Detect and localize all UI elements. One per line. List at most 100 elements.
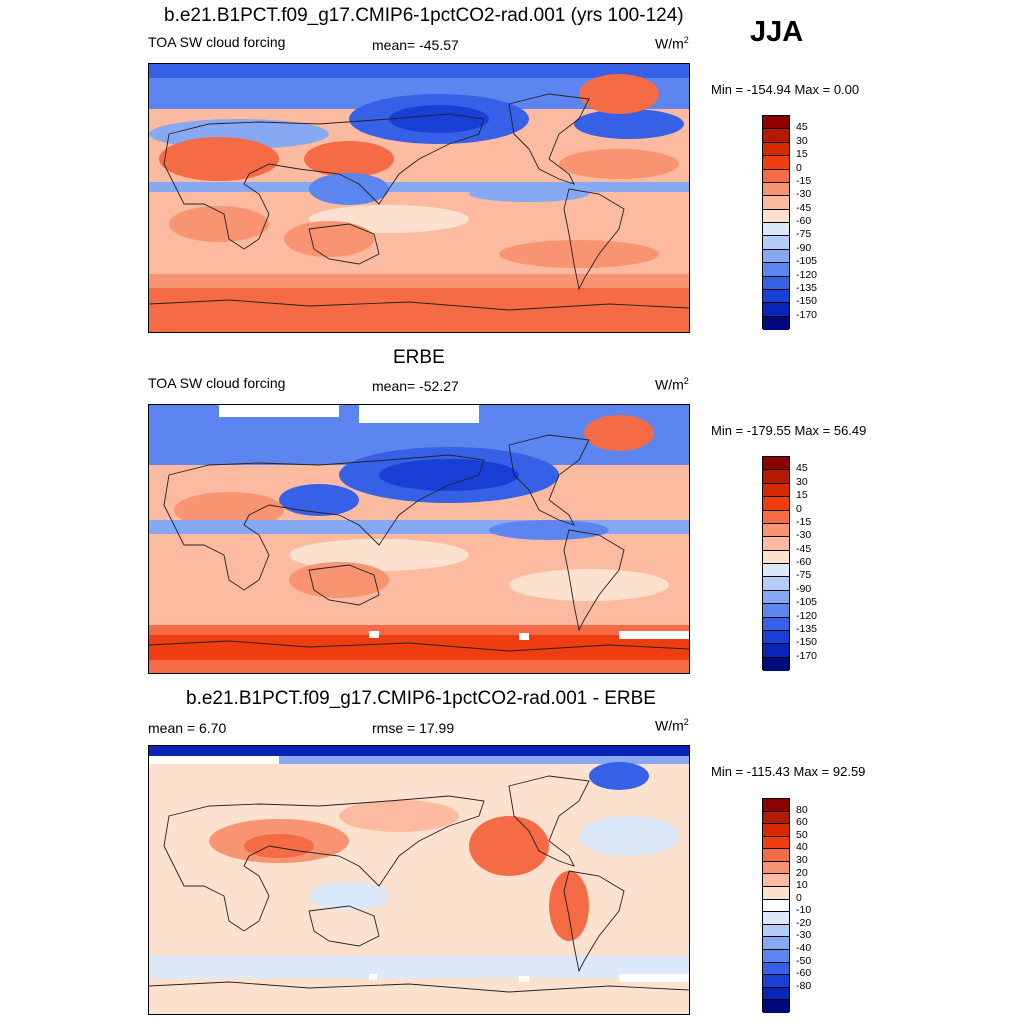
- colorbar-label: 15: [796, 148, 808, 161]
- colorbar-label: -75: [796, 228, 812, 241]
- colorbar-label: -135: [796, 622, 818, 635]
- panel3-mean-label: mean = 6.70: [148, 720, 227, 736]
- colorbar-label: -90: [796, 241, 812, 254]
- panel2-map-field: [149, 405, 689, 673]
- colorbar-swatch: [763, 303, 789, 317]
- colorbar-swatch: [763, 604, 789, 618]
- colorbar-label: -40: [796, 942, 812, 955]
- colorbar-swatch: [763, 975, 789, 988]
- colorbar-swatch: [763, 849, 789, 862]
- colorbar-label: 10: [796, 879, 808, 892]
- colorbar-label: -15: [796, 515, 812, 528]
- colorbar-label: 0: [796, 161, 802, 174]
- colorbar-swatch: [763, 630, 789, 645]
- colorbar-swatch: [763, 937, 789, 950]
- colorbar-swatch: [763, 924, 789, 938]
- colorbar-label: 30: [796, 475, 808, 488]
- colorbar-label: -30: [796, 188, 812, 201]
- colorbar-label: -170: [796, 649, 818, 662]
- colorbar-label: -10: [796, 904, 812, 917]
- colorbar-swatch: [763, 249, 789, 264]
- colorbar-label: 0: [796, 891, 802, 904]
- colorbar-label: -75: [796, 569, 812, 582]
- colorbar-swatch: [763, 142, 789, 157]
- panel2-variable-label: TOA SW cloud forcing: [148, 375, 286, 391]
- panel1-map-field: [149, 64, 689, 332]
- colorbar-swatch: [763, 836, 789, 850]
- panel3-units-label: W/m2: [655, 717, 689, 734]
- colorbar-label: 40: [796, 841, 808, 854]
- colorbar-label: -120: [796, 609, 818, 622]
- colorbar-swatch: [763, 523, 789, 538]
- panel1-units-label: W/m2: [655, 35, 689, 52]
- colorbar-label: 80: [796, 803, 808, 816]
- colorbar-swatch: [763, 799, 789, 812]
- colorbar-label: -30: [796, 929, 812, 942]
- colorbar-swatch: [763, 987, 789, 1001]
- colorbar-swatch: [763, 276, 789, 290]
- colorbar-swatch: [763, 874, 789, 888]
- panel2-map: [148, 404, 690, 674]
- panel1-variable-label: TOA SW cloud forcing: [148, 34, 286, 50]
- colorbar-swatch: [763, 811, 789, 825]
- colorbar-swatch: [763, 483, 789, 498]
- colorbar-label: 45: [796, 462, 808, 475]
- colorbar-swatch: [763, 457, 789, 471]
- colorbar-label: -105: [796, 255, 818, 268]
- panel3-map-field: [149, 746, 689, 1014]
- colorbar-swatch: [763, 263, 789, 277]
- colorbar-swatch: [763, 169, 789, 183]
- panel2-units-label: W/m2: [655, 376, 689, 393]
- colorbar-label: 30: [796, 134, 808, 147]
- colorbar-label: -150: [796, 636, 818, 649]
- colorbar-label: 60: [796, 816, 808, 829]
- panel2-title: ERBE: [393, 347, 445, 368]
- colorbar-swatch: [763, 550, 789, 564]
- panel3-colorbar: [762, 798, 790, 1013]
- colorbar-label: -80: [796, 979, 812, 992]
- colorbar-swatch: [763, 156, 789, 170]
- panel1-colorbar: [762, 115, 790, 330]
- colorbar-label: -170: [796, 308, 818, 321]
- colorbar-label: -120: [796, 268, 818, 281]
- colorbar-label: 50: [796, 828, 808, 841]
- panel1-minmax: Min = -154.94 Max = 0.00: [711, 82, 860, 97]
- colorbar-label: -45: [796, 542, 812, 555]
- colorbar-label: 45: [796, 121, 808, 134]
- colorbar-swatch: [763, 617, 789, 631]
- colorbar-label: -15: [796, 174, 812, 187]
- colorbar-swatch: [763, 1000, 789, 1013]
- colorbar-label: -20: [796, 916, 812, 929]
- colorbar-swatch: [763, 657, 789, 671]
- colorbar-swatch: [763, 577, 789, 591]
- colorbar-swatch: [763, 644, 789, 658]
- colorbar-swatch: [763, 209, 789, 223]
- colorbar-swatch: [763, 196, 789, 210]
- colorbar-swatch: [763, 497, 789, 511]
- colorbar-swatch: [763, 510, 789, 524]
- colorbar-label: -135: [796, 281, 818, 294]
- colorbar-swatch: [763, 564, 789, 578]
- colorbar-label: 0: [796, 502, 802, 515]
- colorbar-swatch: [763, 236, 789, 250]
- colorbar-label: -30: [796, 529, 812, 542]
- panel1-mean-label: mean= -45.57: [372, 37, 459, 53]
- panel1-title: b.e21.B1PCT.f09_g17.CMIP6-1pctCO2-rad.00…: [164, 5, 684, 26]
- colorbar-swatch: [763, 861, 789, 875]
- panel3-title: b.e21.B1PCT.f09_g17.CMIP6-1pctCO2-rad.00…: [186, 688, 656, 709]
- colorbar-swatch: [763, 899, 789, 913]
- panel1-map: [148, 63, 690, 333]
- colorbar-swatch: [763, 887, 789, 900]
- colorbar-swatch: [763, 537, 789, 551]
- colorbar-swatch: [763, 182, 789, 197]
- colorbar-label: -90: [796, 582, 812, 595]
- colorbar-swatch: [763, 223, 789, 237]
- season-label: JJA: [750, 16, 804, 48]
- colorbar-label: 15: [796, 489, 808, 502]
- colorbar-swatch: [763, 824, 789, 837]
- panel2-colorbar: [762, 456, 790, 671]
- colorbar-label: -60: [796, 967, 812, 980]
- colorbar-swatch: [763, 316, 789, 330]
- colorbar-label: -150: [796, 295, 818, 308]
- panel2-mean-label: mean= -52.27: [372, 378, 459, 394]
